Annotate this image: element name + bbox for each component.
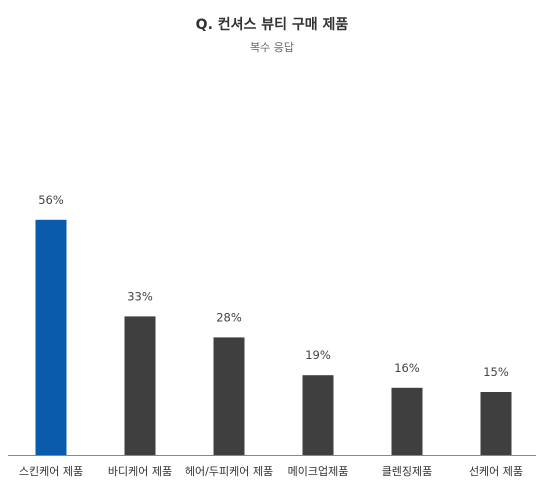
value-labels-group: 56% 33% 28% 19% 16% 15% <box>38 193 509 379</box>
category-labels-group: 스킨케어 제품 바디케어 제품 헤어/두피케어 제품 메이크업제품 클렌징제품 선케어 제… <box>19 465 523 478</box>
value-label-6: 15% <box>483 365 509 379</box>
bar-4 <box>302 375 334 455</box>
category-label-6: 선케어 제품 <box>469 465 523 478</box>
category-label-4: 메이크업제품 <box>288 465 349 478</box>
value-label-1: 56% <box>38 193 64 207</box>
bars-group <box>35 219 512 455</box>
category-label-2: 바디케어 제품 <box>108 465 172 478</box>
value-label-4: 19% <box>305 348 331 362</box>
bar-5 <box>391 387 423 455</box>
value-label-2: 33% <box>127 289 153 303</box>
bar-2 <box>124 316 156 455</box>
chart-subtitle: 복수 응답 <box>250 41 294 54</box>
category-label-3: 헤어/두피케어 제품 <box>185 465 273 478</box>
chart-title: Q. 컨셔스 뷰티 구매 제품 <box>195 17 349 33</box>
value-label-3: 28% <box>216 310 242 324</box>
bar-1 <box>35 219 67 455</box>
value-label-5: 16% <box>394 361 420 375</box>
category-label-1: 스킨케어 제품 <box>19 465 83 478</box>
bar-6 <box>480 392 512 455</box>
category-label-5: 클렌징제품 <box>382 465 433 478</box>
bar-3 <box>213 337 245 455</box>
